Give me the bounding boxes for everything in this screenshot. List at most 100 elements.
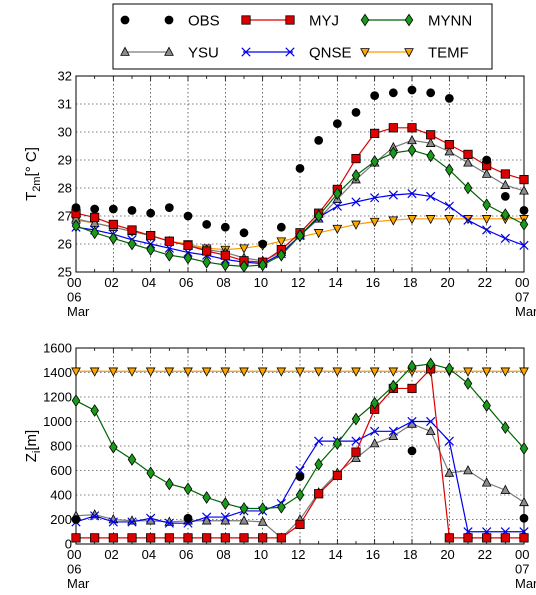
data-point-mynn (165, 248, 174, 262)
data-point-mynn (389, 379, 398, 393)
legend-marker (120, 15, 130, 25)
data-point-myj (239, 533, 249, 543)
legend-entry-myj: MYJ (241, 13, 339, 30)
series-obs (71, 446, 529, 524)
data-point-qnse (108, 517, 118, 527)
data-point-mynn (90, 404, 99, 417)
data-point-obs (482, 155, 492, 165)
data-point-qnse (127, 517, 137, 527)
data-point-temf (332, 224, 343, 235)
x-tick-label: 20 (440, 275, 454, 290)
legend: OBS MYJ MYNN YSU QNSE TEMF (112, 3, 493, 70)
data-point-mynn (351, 412, 361, 426)
data-point-mynn (426, 357, 435, 371)
data-point-ysu (351, 452, 361, 463)
data-point-qnse (351, 197, 361, 207)
x-tick-label: 02 (104, 547, 118, 562)
data-point-mynn (445, 163, 454, 177)
x-tick-label: 00 07 Mar (515, 275, 536, 319)
data-point-temf (388, 216, 399, 226)
y-tick-label: 27 (58, 209, 72, 224)
y-tick-label: 26 (58, 237, 72, 252)
data-point-temf (164, 367, 175, 377)
data-point-mynn (463, 377, 473, 390)
data-point-myj (388, 123, 398, 133)
data-point-obs (146, 208, 156, 218)
x-tick-label: 10 (254, 547, 268, 562)
data-point-temf (369, 217, 380, 228)
data-point-temf (220, 367, 231, 377)
data-point-temf (257, 367, 268, 377)
data-point-obs (500, 192, 510, 201)
data-point-obs (388, 88, 398, 98)
legend-marker (404, 48, 414, 58)
legend-marker (241, 15, 251, 25)
data-point-mynn (165, 477, 174, 491)
series-temf (71, 367, 529, 377)
data-point-mynn (277, 500, 286, 514)
data-point-mynn (351, 169, 361, 182)
data-point-myj (202, 533, 212, 543)
x-tick-label: 00 06 Mar (67, 275, 90, 319)
series-mynn (71, 357, 529, 515)
data-point-mynn (221, 497, 230, 510)
data-point-obs (295, 472, 305, 482)
data-point-temf (313, 229, 324, 239)
data-point-temf (239, 367, 249, 377)
data-point-obs (519, 513, 529, 523)
data-point-ysu (463, 157, 473, 167)
series-obs (71, 85, 529, 249)
data-point-temf (444, 215, 455, 225)
data-point-ysu (239, 515, 249, 525)
data-point-mynn (258, 502, 267, 515)
data-point-qnse (426, 416, 436, 427)
data-point-myj (519, 533, 529, 543)
data-point-mynn (109, 232, 118, 245)
data-point-obs (295, 164, 305, 173)
legend-marker (164, 46, 174, 56)
x-tick-label: 12 (291, 275, 305, 290)
data-point-mynn (109, 440, 118, 454)
data-point-ysu (463, 465, 473, 475)
data-point-qnse (164, 518, 174, 528)
data-point-obs (202, 220, 212, 229)
data-point-myj (482, 533, 492, 543)
data-point-qnse (90, 511, 100, 521)
data-point-ysu (444, 467, 455, 477)
data-point-ysu (257, 516, 268, 526)
data-point-mynn (463, 181, 473, 195)
data-point-mynn (426, 149, 435, 163)
x-tick-label: 00 07 Mar (515, 547, 536, 591)
data-point-ysu (145, 515, 156, 525)
x-tick-label: 14 (328, 275, 342, 290)
data-point-mynn (519, 442, 529, 455)
y-tick-label: 28 (58, 181, 72, 196)
data-point-mynn (127, 237, 137, 251)
data-point-myj (463, 533, 473, 543)
data-point-ysu (500, 484, 511, 494)
legend-marker (164, 15, 174, 25)
x-tick-label: 14 (328, 547, 342, 562)
data-point-myj (500, 169, 510, 179)
data-point-qnse (202, 512, 212, 522)
data-point-qnse (388, 190, 398, 200)
data-point-mynn (146, 243, 155, 256)
legend-marker (241, 47, 251, 57)
legend-marker (285, 47, 295, 57)
y-tick-label: 30 (58, 125, 72, 140)
data-point-myj (295, 519, 305, 530)
data-point-obs (127, 206, 137, 215)
data-point-myj (351, 153, 361, 164)
data-point-ysu (89, 217, 100, 227)
data-point-qnse (314, 436, 324, 446)
y-tick-label: 1200 (43, 390, 72, 405)
data-point-myj (183, 533, 193, 543)
y-tick-label: 31 (58, 97, 72, 112)
data-point-obs (183, 513, 193, 523)
legend-entry-temf: TEMF (360, 45, 469, 62)
data-point-temf (108, 367, 119, 377)
data-point-qnse (370, 193, 380, 203)
x-tick-label: 16 (366, 275, 380, 290)
data-point-obs (258, 239, 268, 249)
